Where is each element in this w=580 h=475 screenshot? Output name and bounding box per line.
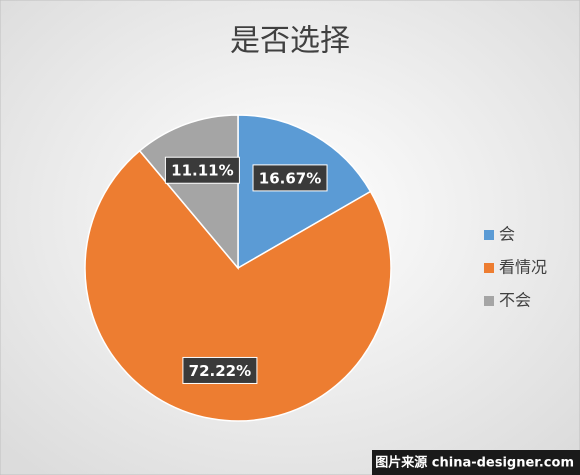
- legend-label: 不会: [499, 291, 531, 310]
- data-label: 72.22%: [189, 362, 251, 380]
- legend-label: 看情况: [499, 258, 547, 277]
- data-label: 16.67%: [259, 169, 321, 187]
- legend-swatch: [484, 296, 494, 306]
- legend-swatch: [484, 230, 494, 240]
- pie-slice: [138, 114, 239, 271]
- data-label-box: [164, 156, 240, 184]
- data-label-box: [252, 164, 328, 192]
- chart-title: 是否选择: [230, 24, 350, 59]
- legend-swatch: [484, 263, 494, 273]
- watermark: 图片来源 china-designer.com: [375, 455, 574, 471]
- pie-slice: [237, 114, 372, 270]
- data-label-box: [182, 356, 258, 384]
- legend-label: 会: [499, 225, 515, 244]
- data-label: 11.11%: [171, 162, 233, 180]
- pie-slice: [84, 149, 392, 422]
- watermark-band: [372, 450, 580, 475]
